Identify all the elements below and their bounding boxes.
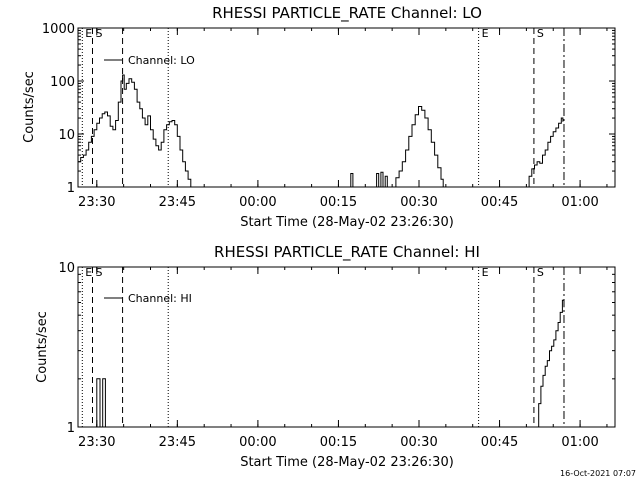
event-marker-label: S bbox=[95, 27, 102, 40]
x-tick-label: 00:00 bbox=[239, 195, 276, 210]
series-line bbox=[78, 74, 192, 187]
panel-hi: RHESSI PARTICLE_RATE Channel: HI Start T… bbox=[35, 243, 616, 470]
series-line bbox=[526, 117, 564, 188]
y-tick-label: 10 bbox=[58, 261, 75, 276]
x-axis-ticks: 23:30 23:45 00:00 00:15 00:30 00:45 01:00 bbox=[78, 28, 608, 210]
event-marker-label: E bbox=[482, 266, 489, 279]
series-line bbox=[392, 106, 444, 188]
series-group bbox=[96, 299, 565, 428]
x-tick-label: 23:30 bbox=[78, 195, 115, 210]
y-tick-label: 10 bbox=[58, 128, 75, 143]
y-tick-label: 1000 bbox=[42, 22, 75, 37]
y-tick-label: 100 bbox=[50, 75, 75, 90]
event-marker-label: S bbox=[95, 266, 102, 279]
x-tick-label: 00:30 bbox=[400, 435, 437, 450]
plot-frame bbox=[77, 27, 616, 188]
y-tick-label: 1 bbox=[67, 421, 75, 436]
event-marker-label: S bbox=[537, 266, 544, 279]
y-axis-label: Counts/sec bbox=[35, 311, 50, 383]
x-axis-label: Start Time (28-May-02 23:26:30) bbox=[240, 215, 454, 230]
x-tick-label: 00:45 bbox=[481, 435, 518, 450]
event-marker-label: E bbox=[85, 266, 92, 279]
panel-title: RHESSI PARTICLE_RATE Channel: HI bbox=[214, 243, 480, 262]
x-axis-ticks: 23:30 23:45 00:00 00:15 00:30 00:45 01:00 bbox=[78, 267, 608, 450]
series-line bbox=[536, 299, 565, 428]
x-tick-label: 23:45 bbox=[159, 435, 196, 450]
footer-timestamp: 16-Oct-2021 07:07 bbox=[560, 469, 636, 478]
y-axis-ticks: 1 10 bbox=[58, 261, 615, 436]
x-tick-label: 23:30 bbox=[78, 435, 115, 450]
plot-frame bbox=[77, 266, 616, 428]
legend-label: Channel: LO bbox=[128, 54, 195, 67]
x-axis-label: Start Time (28-May-02 23:26:30) bbox=[240, 455, 454, 470]
panel-title: RHESSI PARTICLE_RATE Channel: LO bbox=[212, 4, 482, 23]
x-tick-label: 00:00 bbox=[239, 435, 276, 450]
event-marker-label: E bbox=[482, 27, 489, 40]
legend-label: Channel: HI bbox=[128, 292, 192, 305]
x-tick-label: 00:30 bbox=[400, 195, 437, 210]
series-line bbox=[375, 171, 388, 188]
legend: Channel: LO bbox=[104, 54, 195, 67]
series-line bbox=[96, 378, 106, 428]
x-tick-label: 00:15 bbox=[320, 195, 357, 210]
x-tick-label: 01:00 bbox=[561, 195, 598, 210]
x-tick-label: 00:15 bbox=[320, 435, 357, 450]
x-tick-label: 00:45 bbox=[481, 195, 518, 210]
x-tick-label: 23:45 bbox=[159, 195, 196, 210]
series-line bbox=[348, 173, 354, 188]
y-axis-ticks: 1 10 100 1000 bbox=[42, 22, 615, 196]
event-marker-label: E bbox=[85, 27, 92, 40]
panel-lo: RHESSI PARTICLE_RATE Channel: LO Start T… bbox=[22, 4, 616, 230]
x-tick-label: 01:00 bbox=[561, 435, 598, 450]
legend: Channel: HI bbox=[104, 292, 192, 305]
y-tick-label: 1 bbox=[67, 181, 75, 196]
series-group bbox=[78, 74, 564, 188]
event-marker-label: S bbox=[537, 27, 544, 40]
y-axis-label: Counts/sec bbox=[22, 71, 37, 143]
